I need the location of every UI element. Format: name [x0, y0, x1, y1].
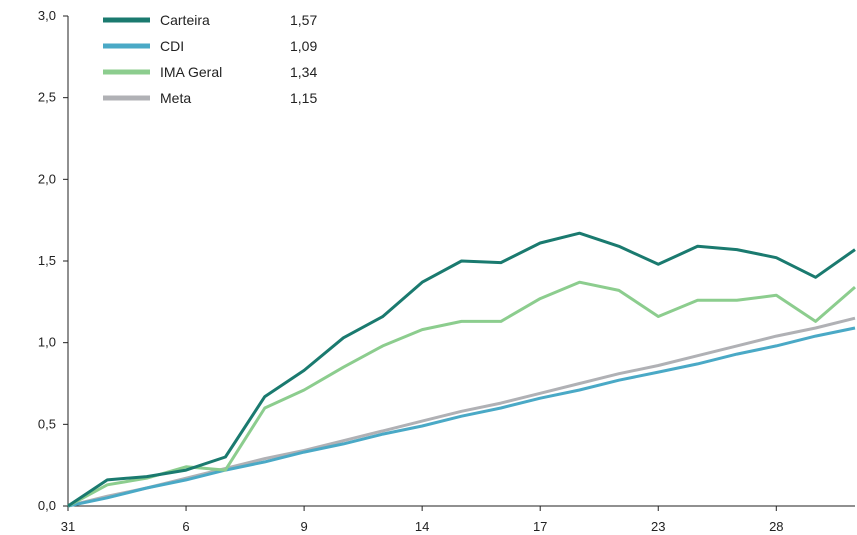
legend: Carteira 1,57 CDI 1,09 IMA Geral 1,34 Meta 1,15	[103, 12, 317, 106]
series-line-carteira	[67, 231, 856, 508]
y-ticks: 0,0 0,5 1,0 1,5 2,0 2,5 3,0	[38, 8, 68, 513]
x-tick-label: 31	[61, 519, 75, 534]
y-tick-label: 3,0	[38, 8, 56, 23]
legend-value: 1,34	[290, 64, 317, 80]
y-tick-label: 0,0	[38, 498, 56, 513]
x-tick-label: 17	[533, 519, 547, 534]
legend-label: IMA Geral	[160, 64, 222, 80]
x-tick-label: 9	[300, 519, 307, 534]
series-line-meta	[67, 316, 856, 508]
series-lines	[67, 231, 856, 508]
y-tick-label: 1,0	[38, 335, 56, 350]
legend-value: 1,57	[290, 12, 317, 28]
y-tick-label: 0,5	[38, 416, 56, 431]
y-tick-label: 2,0	[38, 171, 56, 186]
y-tick-label: 2,5	[38, 90, 56, 105]
series-line-ima-geral	[67, 280, 856, 508]
x-tick-label: 28	[769, 519, 783, 534]
y-tick-label: 1,5	[38, 253, 56, 268]
legend-value: 1,15	[290, 90, 317, 106]
x-tick-label: 14	[415, 519, 429, 534]
legend-label: CDI	[160, 38, 184, 54]
legend-value: 1,09	[290, 38, 317, 54]
x-tick-label: 23	[651, 519, 665, 534]
legend-label: Carteira	[160, 12, 210, 28]
series-line-cdi	[67, 326, 856, 508]
x-ticks: 31 6 9 14 17 23 28	[61, 506, 784, 534]
x-tick-label: 6	[182, 519, 189, 534]
legend-label: Meta	[160, 90, 191, 106]
